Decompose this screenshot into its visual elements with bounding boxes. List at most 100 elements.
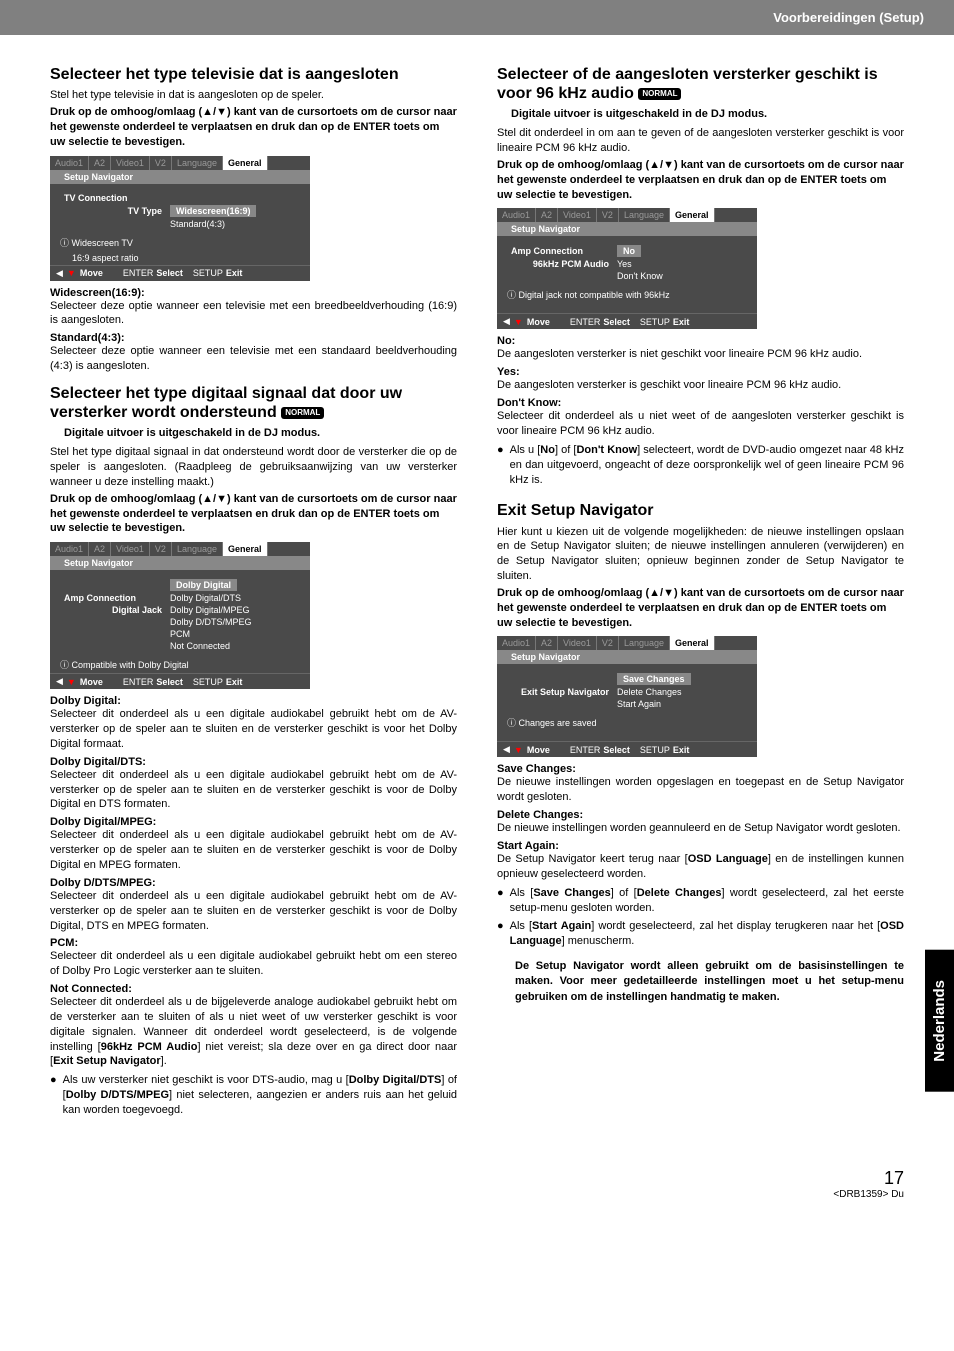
tab-a2[interactable]: A2 (89, 156, 111, 170)
info-line: ⓘ Digital jack not compatible with 96kHz (497, 286, 757, 303)
tab-video1[interactable]: Video1 (111, 156, 150, 170)
normal-badge: NORMAL (638, 88, 681, 100)
digital-jack-label: Digital Jack (60, 605, 170, 615)
opt-dd-dts[interactable]: Dolby Digital/DTS (170, 593, 241, 603)
tab-v2[interactable]: V2 (597, 208, 619, 222)
tab-language[interactable]: Language (172, 156, 223, 170)
dts-term: Dolby Digital/DTS: (50, 756, 457, 768)
k96-title: Selecteer of de aangesloten versterker g… (497, 65, 904, 103)
opt-save-changes[interactable]: Save Changes (617, 673, 691, 685)
exit-label: Exit (673, 745, 690, 755)
del-desc: De nieuwe instellingen worden geannuleer… (497, 821, 904, 836)
exit-label: Exit (673, 317, 690, 327)
left-column: Selecteer het type televisie dat is aang… (50, 65, 457, 1118)
menu-footer: ◀ ▼ Move ENTER Select SETUP Exit (50, 265, 310, 281)
left-arrow-icon: ◀ (56, 268, 63, 279)
dk-desc: Selecteer dit onderdeel als u niet weet … (497, 409, 904, 439)
amp-connection-label: Amp Connection (60, 593, 170, 603)
opt-no[interactable]: No (617, 245, 641, 257)
tab-general[interactable]: General (670, 636, 715, 650)
tab-video1[interactable]: Video1 (558, 208, 597, 222)
digital-bullet: ● Als uw versterker niet geschikt is voo… (50, 1073, 457, 1118)
opt-standard[interactable]: Standard(4:3) (170, 219, 225, 229)
mpeg-desc: Selecteer dit onderdeel als u een digita… (50, 828, 457, 873)
tab-general[interactable]: General (223, 156, 268, 170)
tab-v2[interactable]: V2 (150, 156, 172, 170)
digital-note: Digitale uitvoer is uitgeschakeld in de … (64, 426, 457, 441)
language-side-tab: Nederlands (925, 950, 954, 1092)
dk-term: Don't Know: (497, 397, 904, 409)
opt-delete-changes[interactable]: Delete Changes (617, 687, 682, 697)
s43-term: Standard(4:3): (50, 332, 457, 344)
left-arrow-icon: ◀ (503, 744, 510, 755)
setup-navigator-row: Setup Navigator (497, 650, 757, 664)
tv-type-label: TV Type (60, 206, 170, 216)
exit-instruction: Druk op de omhoog/omlaag (▲/▼) kant van … (497, 586, 904, 631)
setup-label: SETUP (193, 268, 223, 278)
tv-connection-label: TV Connection (60, 193, 170, 203)
start-term: Start Again: (497, 840, 904, 852)
select-label: Select (156, 677, 183, 687)
menu-tabs: Audio1 A2 Video1 V2 Language General (50, 156, 310, 170)
digital-title: Selecteer het type digitaal signaal dat … (50, 384, 457, 422)
opt-dd-mpeg[interactable]: Dolby Digital/MPEG (170, 605, 250, 615)
section-title: Voorbereidingen (Setup) (773, 10, 924, 25)
yes-desc: De aangesloten versterker is geschikt vo… (497, 378, 904, 393)
tab-video1[interactable]: Video1 (558, 636, 597, 650)
menu-footer: ◀ ▼ Move ENTER Select SETUP Exit (50, 673, 310, 689)
tab-a2[interactable]: A2 (536, 636, 558, 650)
tab-general[interactable]: General (670, 208, 715, 222)
all-term: Dolby D/DTS/MPEG: (50, 877, 457, 889)
opt-widescreen[interactable]: Widescreen(16:9) (170, 205, 256, 217)
tab-audio1[interactable]: Audio1 (50, 542, 89, 556)
tab-language[interactable]: Language (172, 542, 223, 556)
move-label: Move (80, 268, 103, 278)
opt-dd-dts-mpeg[interactable]: Dolby D/DTS/MPEG (170, 617, 252, 627)
tab-audio1[interactable]: Audio1 (497, 636, 536, 650)
k96-bullet: ● Als u [No] of [Don't Know] selecteert,… (497, 443, 904, 488)
tv-title: Selecteer het type televisie dat is aang… (50, 65, 457, 84)
tab-language[interactable]: Language (619, 208, 670, 222)
bullet-icon: ● (497, 443, 504, 488)
menu-footer: ◀ ▼ Move ENTER Select SETUP Exit (497, 313, 757, 329)
amp-connection-label: Amp Connection (507, 246, 617, 256)
pcm-desc: Selecteer dit onderdeel als u een digita… (50, 949, 457, 979)
tab-audio1[interactable]: Audio1 (497, 208, 536, 222)
opt-dont-know[interactable]: Don't Know (617, 271, 663, 281)
digital-instruction: Druk op de omhoog/omlaag (▲/▼) kant van … (50, 492, 457, 537)
tab-a2[interactable]: A2 (89, 542, 111, 556)
setup-navigator-row: Setup Navigator (50, 556, 310, 570)
del-term: Delete Changes: (497, 809, 904, 821)
tab-language[interactable]: Language (619, 636, 670, 650)
tv-menu: Audio1 A2 Video1 V2 Language General Set… (50, 156, 310, 281)
exit-bullet-1: ● Als [Save Changes] of [Delete Changes]… (497, 886, 904, 916)
w169-desc: Selecteer deze optie wanneer een televis… (50, 299, 457, 329)
setup-label: SETUP (193, 677, 223, 687)
normal-badge: NORMAL (281, 407, 324, 419)
exit-menu: Audio1 A2 Video1 V2 Language General Set… (497, 636, 757, 757)
tab-video1[interactable]: Video1 (111, 542, 150, 556)
down-arrow-icon: ▼ (514, 745, 523, 755)
setup-navigator-row: Setup Navigator (497, 222, 757, 236)
start-desc: De Setup Navigator keert terug naar [OSD… (497, 852, 904, 882)
tab-a2[interactable]: A2 (536, 208, 558, 222)
menu-tabs: Audio1 A2 Video1 V2 Language General (497, 208, 757, 222)
down-arrow-icon: ▼ (67, 268, 76, 278)
tab-audio1[interactable]: Audio1 (50, 156, 89, 170)
enter-label: ENTER (123, 677, 154, 687)
opt-pcm[interactable]: PCM (170, 629, 190, 639)
dts-desc: Selecteer dit onderdeel als u een digita… (50, 768, 457, 813)
k96-instruction: Druk op de omhoog/omlaag (▲/▼) kant van … (497, 158, 904, 203)
exit-bullet-2: ● Als [Start Again] wordt geselecteerd, … (497, 919, 904, 949)
doc-reference: <DRB1359> Du (0, 1189, 954, 1200)
menu-tabs: Audio1 A2 Video1 V2 Language General (50, 542, 310, 556)
opt-dolby-digital[interactable]: Dolby Digital (170, 579, 237, 591)
tab-general[interactable]: General (223, 542, 268, 556)
tab-v2[interactable]: V2 (597, 636, 619, 650)
opt-not-connected[interactable]: Not Connected (170, 641, 230, 651)
dd-term: Dolby Digital: (50, 695, 457, 707)
tab-v2[interactable]: V2 (150, 542, 172, 556)
info-line: ⓘ Widescreen TV (50, 234, 310, 251)
opt-yes[interactable]: Yes (617, 259, 632, 269)
opt-start-again[interactable]: Start Again (617, 699, 661, 709)
